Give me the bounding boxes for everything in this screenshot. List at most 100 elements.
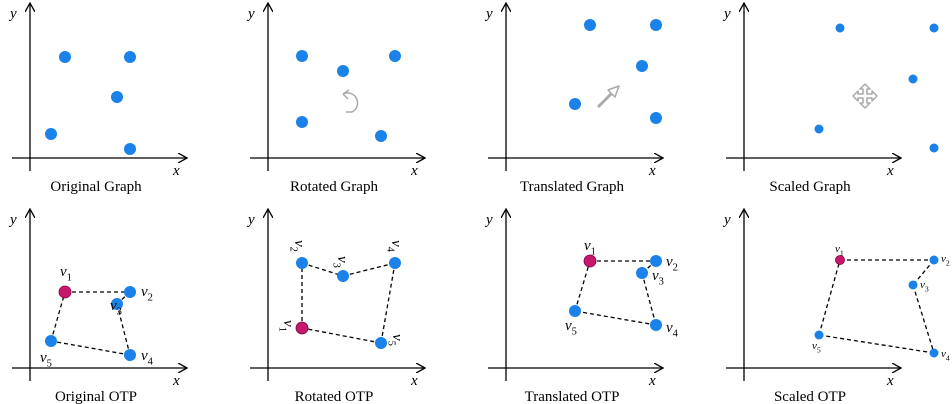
node bbox=[124, 51, 136, 63]
node bbox=[814, 330, 824, 340]
vertex-index: 3 bbox=[331, 263, 342, 268]
vertex-name: v bbox=[835, 243, 840, 255]
vertex-index: 5 bbox=[386, 341, 397, 346]
node bbox=[59, 51, 71, 63]
vertex-label: v5 bbox=[386, 334, 406, 346]
node bbox=[45, 128, 57, 140]
node bbox=[389, 50, 401, 62]
vertex-label: v2 bbox=[288, 240, 308, 252]
vertex-label: v1 bbox=[277, 320, 297, 332]
node bbox=[650, 319, 662, 331]
caption: Original Graph bbox=[50, 179, 142, 195]
vertex-name: v bbox=[40, 350, 47, 366]
move-icon bbox=[852, 83, 878, 109]
caption: Rotated Graph bbox=[290, 179, 378, 195]
y-axis-label: y bbox=[246, 6, 255, 22]
node bbox=[835, 255, 845, 265]
node bbox=[650, 19, 662, 31]
edge bbox=[912, 284, 935, 354]
x-axis-label: x bbox=[648, 163, 656, 179]
node bbox=[124, 349, 136, 361]
y-axis-label: y bbox=[484, 6, 493, 22]
vertex-index: 5 bbox=[817, 345, 821, 354]
vertex-name: v bbox=[941, 253, 946, 265]
node bbox=[337, 270, 349, 282]
edge bbox=[301, 262, 344, 277]
vertex-label: v4 bbox=[141, 348, 154, 368]
vertex-index: 4 bbox=[148, 357, 154, 368]
node bbox=[929, 348, 939, 358]
vertex-label: v4 bbox=[385, 240, 405, 253]
vertex-name: v bbox=[941, 348, 946, 360]
vertex-label: v5 bbox=[812, 340, 821, 354]
node bbox=[835, 23, 845, 33]
node bbox=[58, 285, 72, 299]
vertex-index: 4 bbox=[385, 247, 396, 253]
y-axis-label: y bbox=[8, 6, 17, 22]
vertex-name: v bbox=[652, 268, 659, 284]
vertex-label: v3 bbox=[652, 268, 664, 288]
caption: Original OTP bbox=[55, 389, 137, 404]
vertex-label: v4 bbox=[666, 320, 679, 340]
vertex-label: v5 bbox=[565, 318, 577, 338]
node bbox=[375, 337, 387, 349]
node bbox=[650, 112, 662, 124]
x-axis-label: x bbox=[886, 373, 894, 389]
node bbox=[814, 124, 824, 134]
vertex-label: v1 bbox=[835, 243, 844, 257]
vertex-index: 5 bbox=[572, 327, 577, 338]
vertex-name: v bbox=[388, 240, 404, 247]
y-axis-label: y bbox=[8, 212, 17, 228]
edge bbox=[912, 259, 935, 286]
translate-icon bbox=[597, 85, 620, 108]
edge bbox=[342, 262, 396, 277]
vertex-name: v bbox=[920, 279, 925, 291]
edge bbox=[574, 260, 591, 312]
vertex-label: v2 bbox=[666, 254, 678, 274]
vertex-name: v bbox=[60, 264, 67, 280]
vertex-label: v1 bbox=[60, 264, 72, 284]
vertex-name: v bbox=[666, 254, 673, 270]
edge bbox=[574, 310, 657, 326]
vertex-name: v bbox=[334, 256, 350, 263]
node bbox=[45, 335, 57, 347]
node bbox=[908, 74, 918, 84]
vertex-index: 3 bbox=[659, 277, 664, 288]
caption: Scaled Graph bbox=[769, 179, 851, 195]
vertex-label: v4 bbox=[941, 348, 950, 362]
node bbox=[111, 91, 123, 103]
vertex-name: v bbox=[812, 340, 817, 352]
vertex-label: v3 bbox=[110, 298, 122, 318]
x-axis-label: x bbox=[172, 163, 180, 179]
vertex-name: v bbox=[110, 298, 117, 314]
x-axis-label: x bbox=[886, 163, 894, 179]
node bbox=[569, 305, 581, 317]
caption: Scaled OTP bbox=[774, 389, 846, 404]
y-axis-label: y bbox=[722, 6, 731, 22]
vertex-name: v bbox=[141, 284, 148, 300]
y-axis-label: y bbox=[246, 212, 255, 228]
x-axis-label: x bbox=[410, 163, 418, 179]
vertex-name: v bbox=[280, 320, 296, 327]
node bbox=[296, 50, 308, 62]
node bbox=[124, 143, 136, 155]
vertex-index: 4 bbox=[673, 329, 679, 340]
edge bbox=[50, 291, 66, 342]
node bbox=[337, 65, 349, 77]
y-axis-label: y bbox=[722, 212, 731, 228]
vertex-label: v2 bbox=[141, 284, 153, 304]
node bbox=[929, 255, 939, 265]
node bbox=[295, 321, 309, 335]
edge bbox=[818, 259, 841, 336]
caption: Rotated OTP bbox=[295, 389, 374, 404]
vertex-index: 5 bbox=[47, 359, 52, 370]
edge bbox=[50, 340, 131, 356]
node bbox=[569, 98, 581, 110]
vertex-index: 2 bbox=[148, 293, 153, 304]
caption: Translated OTP bbox=[525, 389, 620, 404]
node bbox=[389, 257, 401, 269]
node bbox=[636, 60, 648, 72]
vertex-index: 2 bbox=[673, 263, 678, 274]
vertex-index: 1 bbox=[840, 248, 844, 257]
x-axis-label: x bbox=[648, 373, 656, 389]
